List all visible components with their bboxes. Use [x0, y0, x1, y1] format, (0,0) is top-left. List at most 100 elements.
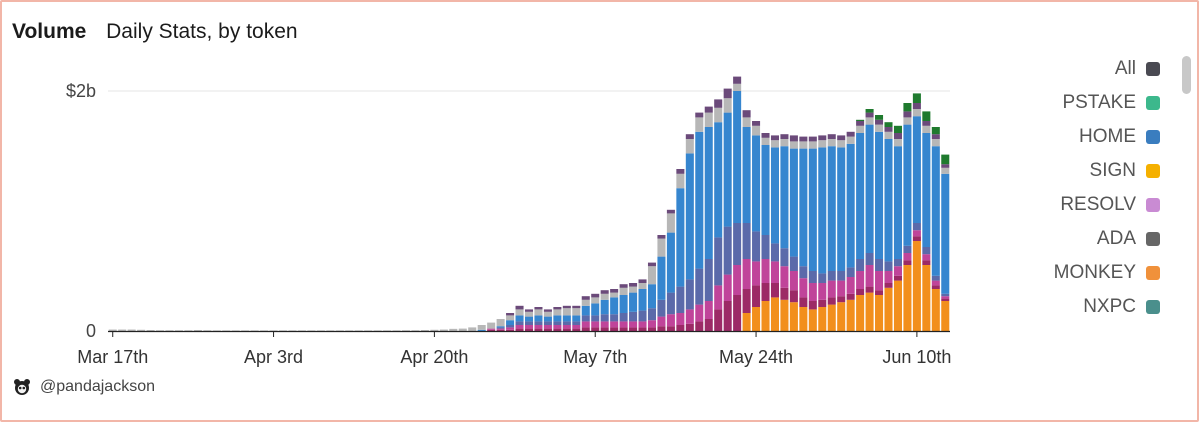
bar-segment — [752, 125, 761, 136]
bar-segment — [818, 135, 827, 141]
bar-segment — [647, 266, 657, 285]
bar-segment — [572, 305, 581, 309]
bar-segment — [770, 261, 779, 283]
bar-segment — [524, 311, 534, 317]
bar-segment — [193, 330, 202, 331]
bar-segment — [695, 131, 704, 269]
bar-segment — [837, 280, 846, 297]
bar-segment — [808, 141, 817, 149]
bar-segment — [723, 274, 732, 301]
bar-segment — [752, 135, 761, 232]
bar-segment — [799, 136, 808, 142]
bar-segment — [685, 279, 694, 310]
legend-item-ada[interactable]: ADA — [1097, 227, 1160, 251]
bar-segment — [137, 329, 146, 331]
bar-segment — [922, 111, 931, 121]
bar-segment — [704, 301, 713, 319]
bar-segment — [241, 330, 250, 331]
bar-segment — [903, 253, 912, 261]
bar-segment — [714, 122, 723, 238]
legend-item-all[interactable]: All — [1115, 57, 1160, 81]
bar-segment — [487, 322, 496, 329]
bar-segment — [865, 117, 874, 125]
bar-segment — [875, 115, 884, 120]
x-tick-label: May 7th — [563, 347, 627, 367]
bar-segment — [581, 315, 590, 322]
bar-segment — [156, 330, 165, 331]
bar-segment — [723, 88, 732, 99]
bar-segment — [884, 139, 893, 262]
bar-segment — [789, 135, 798, 142]
bar-segment — [562, 308, 571, 316]
bar-segment — [515, 321, 524, 325]
bar-segment — [610, 327, 619, 331]
bar-segment — [543, 325, 552, 329]
bar-segment — [808, 301, 817, 310]
bar-segment — [912, 93, 921, 103]
bar-segment — [827, 271, 836, 281]
bar-segment — [515, 305, 524, 310]
bar-segment — [912, 116, 921, 223]
bar-segment — [770, 140, 779, 148]
chart-title: Volume Daily Stats, by token — [12, 20, 298, 44]
bar-segment — [761, 235, 770, 259]
bar-segment — [543, 311, 552, 317]
bar-segment — [685, 153, 694, 280]
bar-segment — [515, 328, 524, 331]
bar-segment — [524, 316, 534, 322]
bar-segment — [591, 293, 600, 298]
bar-segment — [893, 259, 902, 267]
bar-segment — [704, 259, 713, 301]
bar-segment — [733, 295, 742, 331]
bar-segment — [856, 133, 865, 259]
bar-segment — [808, 309, 817, 331]
bar-segment — [903, 265, 912, 331]
bar-segment — [666, 213, 675, 233]
bar-segment — [600, 299, 609, 315]
bar-segment — [884, 122, 893, 127]
bar-segment — [515, 325, 524, 329]
bar-segment — [506, 325, 515, 328]
legend-swatch — [1146, 232, 1160, 246]
legend-item-sign[interactable]: SIGN — [1090, 159, 1160, 183]
legend-item-nxpc[interactable]: NXPC — [1083, 295, 1160, 319]
bar-segment — [629, 283, 638, 287]
bar-segment — [931, 134, 940, 139]
bar-segment — [487, 328, 496, 330]
bar-segment — [893, 146, 902, 259]
bar-segment — [506, 320, 515, 325]
bar-segment — [524, 328, 534, 331]
legend-item-home[interactable]: HOME — [1079, 125, 1160, 149]
bar-segment — [572, 315, 581, 322]
bar-segment — [789, 148, 798, 257]
bar-segment — [581, 321, 590, 328]
legend-label: ADA — [1096, 228, 1136, 249]
legend-label: All — [1114, 58, 1136, 79]
bar-segment — [487, 329, 496, 331]
bar-segment — [780, 248, 789, 267]
bar-segment — [903, 245, 912, 253]
bar-segment — [761, 145, 770, 235]
bar-segment — [789, 256, 798, 271]
bar-segment — [515, 309, 524, 316]
bar-segment — [184, 330, 193, 331]
legend-swatch — [1146, 130, 1160, 144]
legend-item-monkey[interactable]: MONKEY — [1054, 261, 1160, 285]
legend-item-resolv[interactable]: RESOLV — [1060, 193, 1160, 217]
bar-segment — [742, 110, 751, 118]
bar-segment — [572, 308, 581, 316]
legend-scrollbar[interactable] — [1182, 56, 1191, 94]
bar-segment — [695, 304, 704, 322]
bar-segment — [856, 295, 865, 331]
x-tick-label: Jun 10th — [882, 347, 951, 367]
x-tick-label: Apr 20th — [400, 347, 468, 367]
bar-segment — [912, 223, 921, 231]
bar-segment — [903, 111, 912, 118]
bar-segment — [789, 141, 798, 149]
legend-item-pstake[interactable]: PSTAKE — [1062, 91, 1160, 115]
bar-segment — [600, 290, 609, 294]
bar-segment — [364, 330, 373, 331]
bar-segment — [922, 133, 931, 247]
bar-segment — [534, 307, 543, 310]
bar-segment — [524, 321, 534, 325]
